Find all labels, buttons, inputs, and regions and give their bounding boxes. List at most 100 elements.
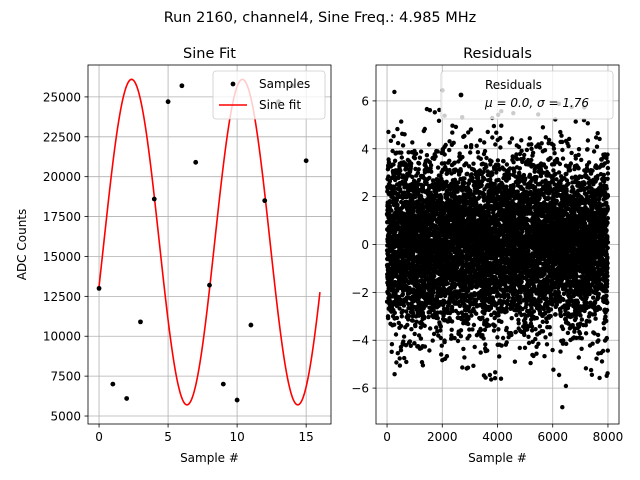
x-tick-label: 2000 <box>427 430 458 444</box>
residual-point <box>406 317 411 322</box>
residual-point <box>468 150 473 155</box>
x-tick-label: 10 <box>229 430 244 444</box>
residual-point <box>420 183 426 189</box>
residual-point <box>450 130 455 135</box>
residual-point <box>417 155 423 160</box>
sample-point <box>248 322 254 328</box>
residual-point <box>453 124 459 130</box>
residual-point <box>491 328 497 333</box>
x-tick-label: 15 <box>299 430 314 444</box>
residual-point <box>426 142 432 147</box>
residual-point <box>416 177 422 183</box>
sample-point <box>96 285 102 291</box>
residual-point <box>499 319 504 324</box>
residual-point <box>516 144 522 150</box>
residual-point <box>478 156 483 161</box>
residual-point <box>471 363 476 368</box>
residual-point <box>396 175 401 180</box>
residual-point <box>498 145 503 150</box>
x-tick-label: 6000 <box>537 430 568 444</box>
residual-point <box>489 159 494 164</box>
y-tick-label: 22500 <box>43 130 81 144</box>
residual-point <box>474 143 479 148</box>
residual-point <box>399 155 404 160</box>
residual-point <box>398 323 404 329</box>
residual-point <box>487 372 493 378</box>
residual-point <box>409 327 414 332</box>
residual-point <box>490 172 495 177</box>
residual-point <box>511 160 516 165</box>
residual-point <box>406 301 411 307</box>
sample-point <box>124 396 130 401</box>
y-tick-label: 7500 <box>50 370 81 384</box>
residual-point <box>444 354 450 359</box>
figure-title: Run 2160, channel4, Sine Freq.: 4.985 MH… <box>164 10 477 26</box>
residual-point <box>431 308 436 313</box>
residual-point <box>418 336 424 341</box>
residual-point <box>463 144 469 149</box>
residual-point <box>389 349 394 354</box>
residual-point <box>400 143 406 148</box>
residual-point <box>511 184 516 189</box>
residual-point <box>499 343 504 348</box>
residual-point <box>484 164 489 169</box>
residual-point <box>506 295 511 300</box>
y-tick-label: 4 <box>361 142 369 156</box>
residual-point <box>439 343 444 348</box>
legend-box <box>212 70 326 120</box>
x-tick-label: 0 <box>383 430 391 444</box>
residual-point <box>469 313 474 318</box>
residual-point <box>444 179 449 184</box>
grid <box>88 65 331 424</box>
residual-point <box>443 277 449 283</box>
residual-point <box>435 149 440 154</box>
residual-point <box>413 323 418 329</box>
residual-point <box>449 304 455 310</box>
residual-point <box>409 161 414 166</box>
y-tick-label: −6 <box>351 382 369 396</box>
residual-point <box>420 363 426 368</box>
residual-point <box>478 327 484 333</box>
sample-point <box>234 397 240 403</box>
residual-point <box>430 178 436 183</box>
residual-point <box>501 159 506 164</box>
residual-point <box>451 140 456 145</box>
residual-point <box>517 166 522 171</box>
residual-point <box>479 182 484 188</box>
residual-point <box>391 162 396 167</box>
residual-point <box>405 322 410 328</box>
residual-point <box>394 315 400 321</box>
residual-point <box>386 129 391 135</box>
residual-point <box>458 328 464 333</box>
residual-point <box>410 318 415 323</box>
residual-point <box>438 335 443 341</box>
residual-point <box>412 156 418 161</box>
residual-point <box>386 174 391 179</box>
x-axis-label: Sample # <box>180 451 239 465</box>
residual-point <box>436 118 442 124</box>
residual-point <box>412 331 417 337</box>
residual-point <box>428 262 433 268</box>
sample-point <box>262 198 268 204</box>
residual-point <box>519 148 524 153</box>
residual-point <box>399 314 404 319</box>
residual-point <box>453 195 459 200</box>
residual-point <box>413 166 418 172</box>
residual-point <box>414 319 419 324</box>
sample-point <box>303 158 309 164</box>
residual-point <box>500 335 506 341</box>
residual-point <box>490 135 495 140</box>
residual-point <box>509 332 514 338</box>
legend-sine-fit-label: Sine fit <box>259 98 301 112</box>
residual-point <box>442 161 447 166</box>
residual-point <box>504 162 510 167</box>
residual-point <box>484 155 489 161</box>
plot-area <box>88 65 331 424</box>
residual-point <box>427 175 432 181</box>
residual-point <box>426 314 431 320</box>
residual-point <box>424 153 430 158</box>
residual-point <box>482 140 487 145</box>
residual-point <box>468 127 474 132</box>
residual-point <box>458 168 463 174</box>
residual-point <box>444 167 449 172</box>
